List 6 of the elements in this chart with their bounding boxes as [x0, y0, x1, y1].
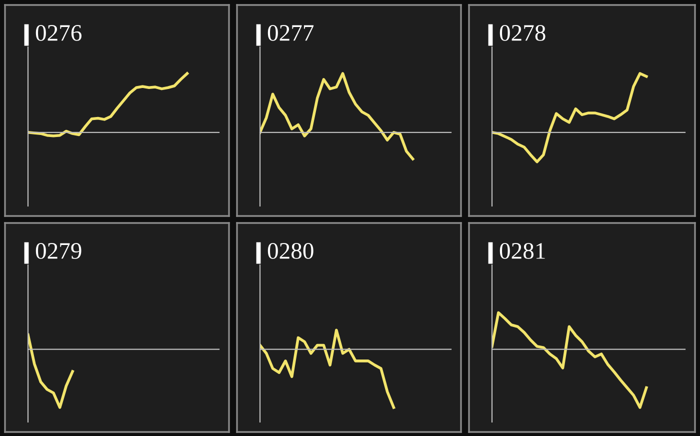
- chart-title: 0281: [500, 242, 545, 259]
- chart-title: 0280: [268, 242, 314, 259]
- chart-title: 0278: [500, 24, 546, 41]
- chart-title: 0276: [36, 24, 82, 41]
- chart-title: 0279: [36, 242, 82, 259]
- chart-title: 0277: [268, 24, 314, 41]
